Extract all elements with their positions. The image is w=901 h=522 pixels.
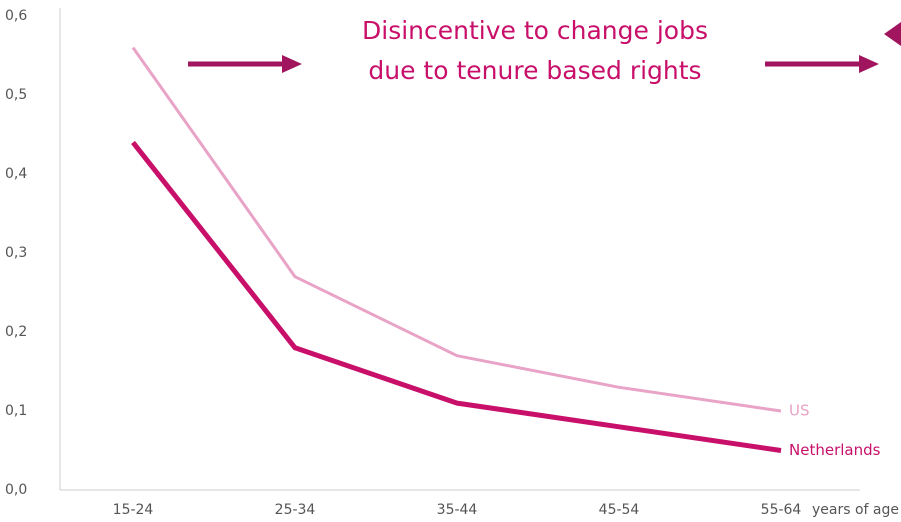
y-tick-label: 0,2 bbox=[5, 324, 27, 340]
arrow bbox=[188, 22, 901, 73]
x-tick-label: 45-54 bbox=[599, 502, 640, 518]
series-label: US bbox=[789, 402, 810, 420]
x-tick-label: 15-24 bbox=[113, 502, 154, 518]
y-tick-label: 0,3 bbox=[5, 245, 27, 261]
x-tick-label: 55-64 bbox=[761, 502, 802, 518]
line bbox=[131, 140, 782, 453]
annotation: due to tenure based rights bbox=[368, 56, 701, 85]
y-tick-label: 0,5 bbox=[5, 87, 27, 103]
x-tick-label: 35-44 bbox=[437, 502, 478, 518]
y-tick-label: 0,1 bbox=[5, 403, 27, 419]
x-axis-label: years of age bbox=[812, 502, 899, 518]
line bbox=[131, 46, 782, 413]
y-tick-label: 0,6 bbox=[5, 8, 27, 24]
y-tick-label: 0,4 bbox=[5, 166, 27, 182]
y-tick-label: 0,0 bbox=[5, 482, 27, 498]
x-tick-label: 25-34 bbox=[275, 502, 316, 518]
series-label: Netherlands bbox=[789, 441, 881, 459]
annotation: Disincentive to change jobs bbox=[362, 16, 708, 45]
